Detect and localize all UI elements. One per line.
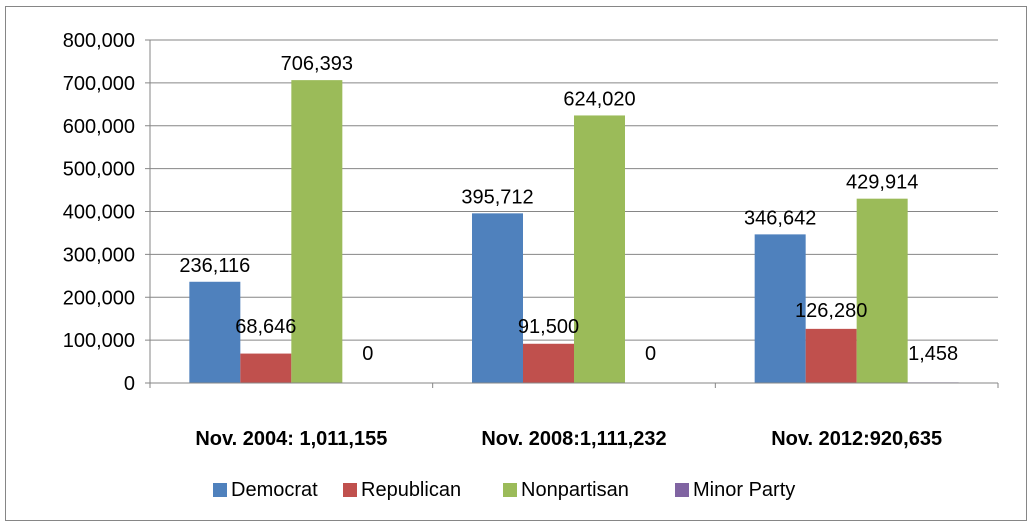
data-label: 236,116 — [179, 255, 250, 277]
bar-nonpartisan — [291, 80, 343, 383]
y-tick-label: 600,000 — [63, 116, 135, 138]
bars — [189, 80, 959, 384]
bar-democrat — [754, 234, 806, 383]
legend-label: Minor Party — [693, 479, 795, 501]
y-tick-label: 100,000 — [63, 330, 135, 352]
legend-label: Democrat — [231, 479, 318, 501]
data-label: 0 — [645, 343, 656, 365]
data-label: 68,646 — [235, 316, 296, 338]
data-label: 429,914 — [846, 172, 918, 194]
data-label: 706,393 — [281, 53, 353, 75]
legend-swatch — [213, 483, 227, 497]
category-label: Nov. 2004: 1,011,155 — [195, 428, 387, 450]
legend-label: Nonpartisan — [521, 479, 629, 501]
bar-nonpartisan — [574, 115, 625, 384]
bar-nonpartisan — [856, 198, 908, 383]
data-label: 126,280 — [795, 300, 867, 322]
y-tick-label: 800,000 — [63, 30, 135, 52]
data-labels: 236,116 68,646 706,393 0 395,712 91,500 624,02… — [179, 53, 958, 365]
bar-republican — [240, 353, 292, 383]
data-label: 1,458 — [908, 343, 958, 365]
data-label: 624,020 — [563, 88, 635, 110]
legend-swatch — [675, 483, 689, 497]
data-label: 395,712 — [461, 186, 533, 208]
y-tick-label: 200,000 — [63, 287, 135, 309]
legend-swatch — [503, 483, 517, 497]
category-labels: Nov. 2004: 1,011,155 Nov. 2008:1,111,232 N… — [195, 428, 942, 450]
data-label: 346,642 — [744, 207, 816, 229]
bar-republican — [523, 343, 574, 383]
legend-label: Republican — [361, 479, 461, 501]
legend: Democrat Republican Nonpartisan Minor Party — [213, 479, 795, 501]
bar-democrat — [189, 281, 241, 383]
legend-swatch — [343, 483, 357, 497]
y-tick-label: 0 — [124, 373, 135, 395]
axes — [145, 39, 999, 388]
bar-democrat — [472, 213, 523, 383]
y-tick-labels: 0 100,000 200,000 300,000 400,000 500,000 600,… — [63, 30, 135, 395]
y-tick-label: 300,000 — [63, 244, 135, 266]
bar-republican — [805, 328, 857, 383]
y-tick-label: 400,000 — [63, 202, 135, 224]
data-label: 91,500 — [518, 316, 579, 338]
y-tick-label: 700,000 — [63, 73, 135, 95]
category-label: Nov. 2008:1,111,232 — [481, 428, 666, 450]
y-tick-label: 500,000 — [63, 159, 135, 181]
data-label: 0 — [362, 343, 373, 365]
category-label: Nov. 2012:920,635 — [771, 428, 942, 450]
